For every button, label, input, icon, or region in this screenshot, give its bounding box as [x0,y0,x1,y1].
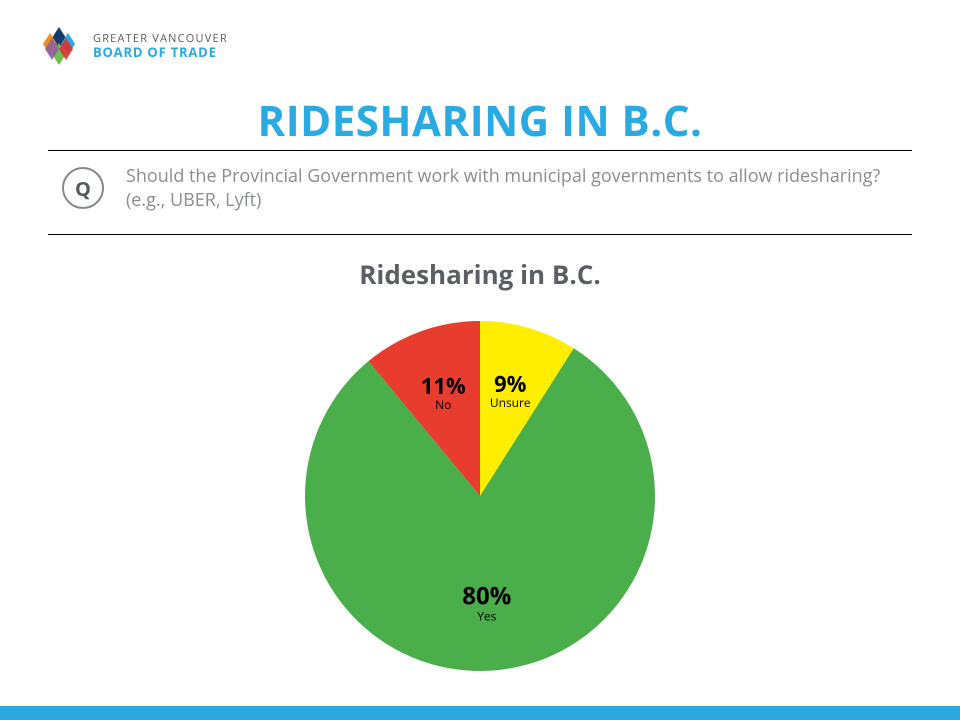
logo-mark [35,22,83,70]
question-text: Should the Provincial Government work wi… [126,164,898,213]
question-badge: Q [62,167,104,209]
rule-bottom [48,234,912,235]
footer-bar [0,706,960,720]
pie-chart: 9%Unsure80%Yes11%No [280,300,680,680]
logo: GREATER VANCOUVER BOARD OF TRADE [35,22,228,70]
slice-label-yes: Yes [477,608,496,625]
page-title: RIDESHARING IN B.C. [0,92,960,149]
rule-top [48,150,912,151]
slice-label-unsure: Unsure [490,394,531,411]
logo-text: GREATER VANCOUVER BOARD OF TRADE [93,33,228,59]
logo-line2: BOARD OF TRADE [93,45,228,59]
slice-label-no: No [435,396,451,413]
chart-title: Ridesharing in B.C. [0,256,960,292]
question-row: Q Should the Provincial Government work … [62,164,898,213]
